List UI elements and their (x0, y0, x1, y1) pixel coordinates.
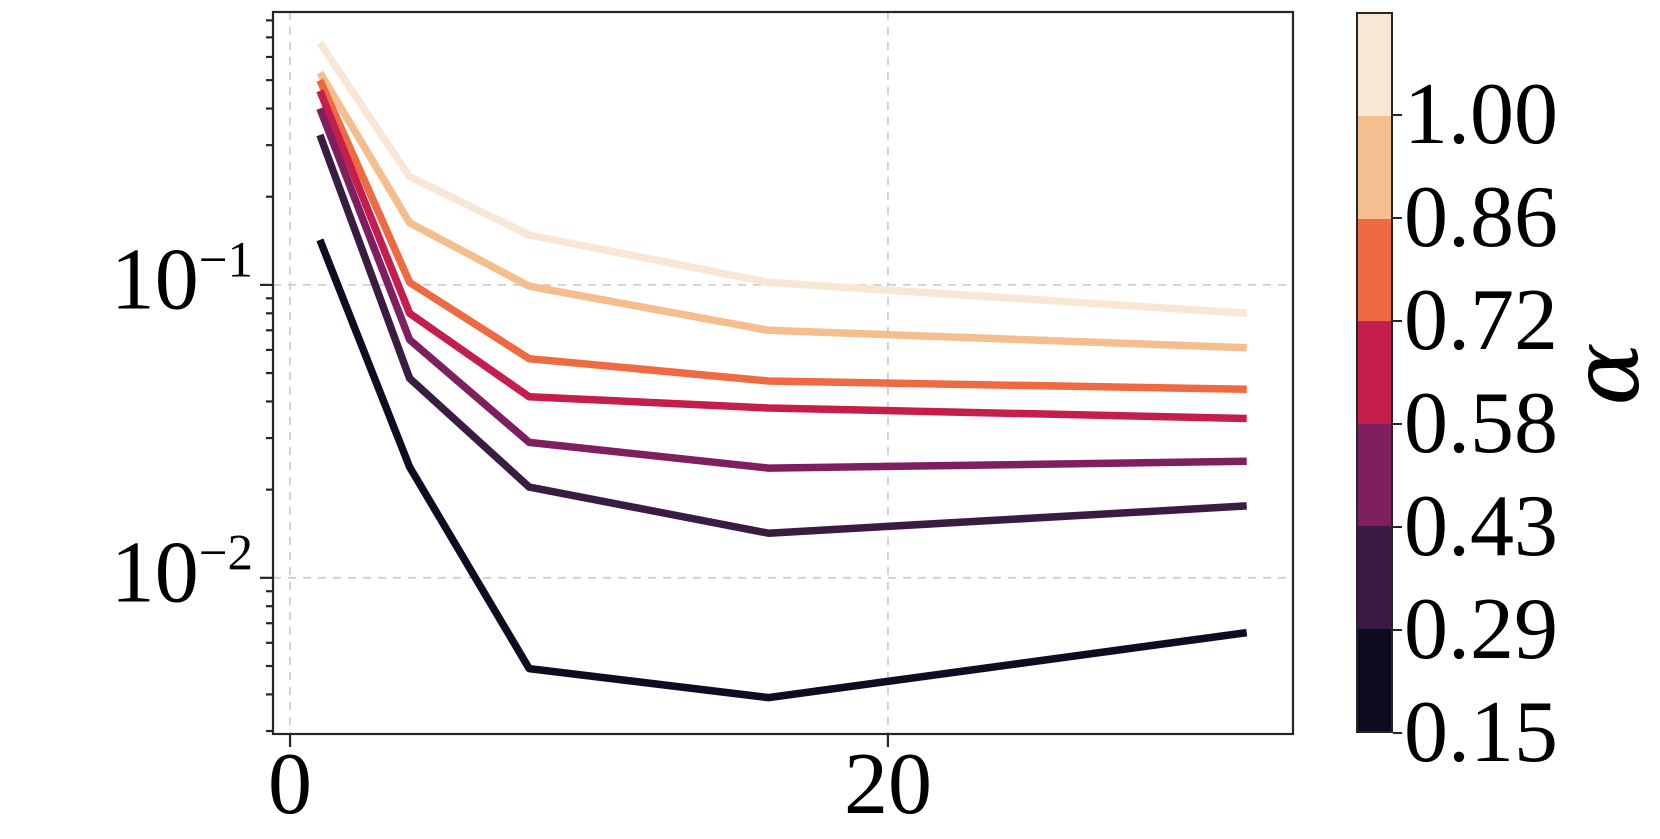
series-line-alpha=0.29 (316, 133, 1247, 537)
colorbar-tick-label: 0.72 (1404, 272, 1558, 369)
colorbar-tick-label: 0.86 (1404, 169, 1558, 266)
x-tick-label-20: 20 (844, 736, 932, 833)
colorbar-tick (1393, 423, 1402, 425)
colorbar-tick-label: 0.29 (1404, 581, 1558, 678)
colorbar-tick (1393, 114, 1402, 116)
colorbar-tick-label: 0.58 (1404, 375, 1558, 472)
colorbar-segment-0.15 (1358, 628, 1391, 731)
colorbar-tick-label: 1.00 (1404, 66, 1558, 163)
colorbar-segment-0.86 (1358, 116, 1391, 219)
colorbar-tick (1393, 320, 1402, 322)
series-line-alpha=0.72 (316, 78, 1247, 394)
y-tick-label-1e-1: 10−1 (0, 235, 253, 325)
colorbar-segment-0.72 (1358, 218, 1391, 322)
series-line-alpha=0.15 (316, 238, 1248, 702)
series-line-alpha=0.86 (316, 70, 1247, 352)
colorbar (1356, 12, 1393, 733)
colorbar-alpha-label: α (1552, 342, 1660, 406)
series-line-alpha=0.43 (316, 107, 1247, 472)
y-tick-exponent: −1 (198, 232, 253, 289)
colorbar-segment-0.43 (1358, 423, 1391, 527)
series-line-alpha=0.58 (316, 89, 1247, 423)
colorbar-tick (1393, 629, 1402, 631)
series-line-alpha=1.00 (316, 40, 1247, 318)
colorbar-segment-1.00 (1358, 14, 1391, 117)
y-tick-base: 10 (110, 231, 199, 329)
colorbar-segment-0.58 (1358, 321, 1391, 424)
y-tick-label-1e-2: 10−2 (0, 528, 253, 618)
colorbar-segment-0.29 (1358, 526, 1391, 629)
colorbar-tick-label: 0.15 (1404, 684, 1558, 781)
y-tick-exponent: −2 (198, 525, 253, 582)
colorbar-tick-label: 0.43 (1404, 478, 1558, 575)
x-tick-label-0: 0 (268, 736, 312, 833)
colorbar-tick (1393, 526, 1402, 528)
colorbar-tick (1393, 732, 1402, 734)
plot-spine (271, 10, 1295, 736)
y-tick-base: 10 (110, 524, 199, 622)
colorbar-tick (1393, 217, 1402, 219)
